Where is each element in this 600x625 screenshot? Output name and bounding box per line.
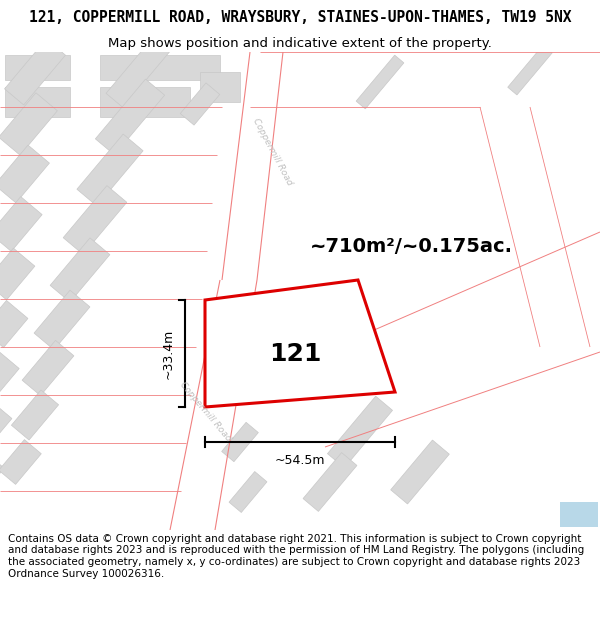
- Polygon shape: [5, 87, 70, 117]
- Polygon shape: [34, 290, 90, 350]
- Text: Contains OS data © Crown copyright and database right 2021. This information is : Contains OS data © Crown copyright and d…: [8, 534, 584, 579]
- Polygon shape: [180, 83, 220, 125]
- Polygon shape: [0, 248, 35, 300]
- Polygon shape: [0, 92, 58, 155]
- Text: ~54.5m: ~54.5m: [275, 454, 325, 467]
- Polygon shape: [391, 440, 449, 504]
- Polygon shape: [106, 21, 184, 107]
- Polygon shape: [95, 79, 164, 155]
- Polygon shape: [221, 422, 259, 462]
- Polygon shape: [328, 396, 392, 468]
- Polygon shape: [215, 369, 249, 405]
- Polygon shape: [77, 134, 143, 206]
- Polygon shape: [5, 55, 70, 80]
- Polygon shape: [100, 55, 220, 80]
- Text: Coppermill Road: Coppermill Road: [178, 381, 232, 444]
- Text: 121: 121: [269, 342, 321, 366]
- Text: 121, COPPERMILL ROAD, WRAYSBURY, STAINES-UPON-THAMES, TW19 5NX: 121, COPPERMILL ROAD, WRAYSBURY, STAINES…: [29, 11, 571, 26]
- Polygon shape: [0, 403, 12, 437]
- Polygon shape: [303, 452, 357, 511]
- Polygon shape: [290, 300, 331, 344]
- Bar: [560, 502, 598, 527]
- Polygon shape: [63, 186, 127, 254]
- Polygon shape: [356, 55, 404, 109]
- Polygon shape: [0, 352, 19, 391]
- Polygon shape: [0, 197, 42, 251]
- Polygon shape: [229, 471, 267, 512]
- Polygon shape: [319, 339, 361, 385]
- Polygon shape: [50, 238, 110, 302]
- Polygon shape: [0, 454, 4, 482]
- Polygon shape: [200, 72, 240, 102]
- Text: Coppermill Road: Coppermill Road: [251, 117, 293, 187]
- Text: ~710m²/~0.175ac.: ~710m²/~0.175ac.: [310, 238, 513, 256]
- Polygon shape: [5, 39, 65, 105]
- Polygon shape: [0, 439, 41, 484]
- Polygon shape: [0, 145, 49, 203]
- Polygon shape: [508, 45, 552, 95]
- Polygon shape: [0, 301, 28, 348]
- Polygon shape: [100, 87, 190, 117]
- Text: Map shows position and indicative extent of the property.: Map shows position and indicative extent…: [108, 38, 492, 51]
- Text: ~33.4m: ~33.4m: [162, 328, 175, 379]
- Polygon shape: [22, 341, 74, 396]
- Polygon shape: [11, 390, 59, 440]
- Polygon shape: [205, 280, 395, 407]
